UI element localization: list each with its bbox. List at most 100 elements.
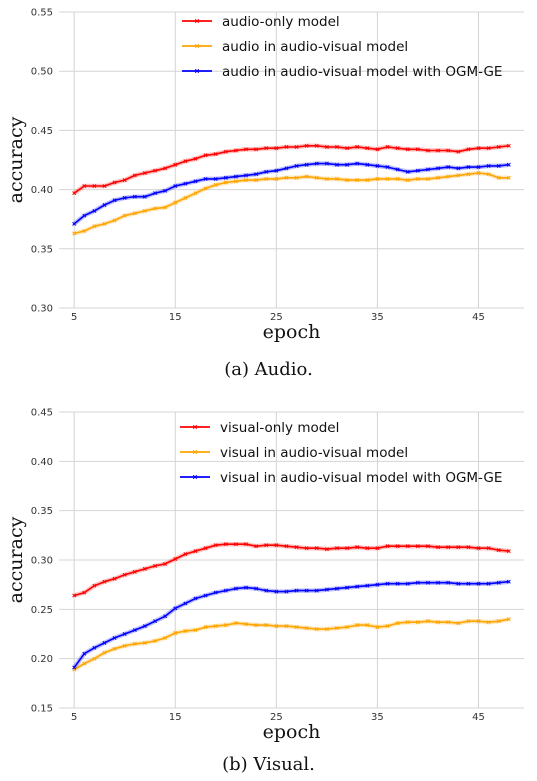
data-point [446, 148, 451, 153]
data-point [365, 623, 370, 628]
data-point [496, 548, 501, 553]
data-point [294, 145, 299, 149]
legend-marker [194, 43, 200, 49]
data-point [426, 544, 430, 549]
data-point [142, 640, 147, 645]
x-tick-label: 35 [371, 712, 384, 723]
data-point [355, 161, 360, 166]
data-point [163, 188, 168, 193]
data-point [92, 224, 97, 229]
legend-label: visual in audio-visual model with OGM-GE [220, 470, 502, 486]
data-point [466, 619, 471, 624]
data-point [92, 656, 97, 661]
data-point [153, 191, 157, 196]
data-point [92, 583, 97, 588]
data-point [102, 579, 107, 584]
data-point [193, 156, 198, 161]
data-point [466, 581, 471, 586]
y-tick-label: 0.15 [31, 704, 53, 715]
data-point [426, 580, 430, 585]
data-point [476, 165, 481, 170]
y-tick-label: 0.40 [31, 457, 53, 468]
data-point [254, 147, 259, 152]
data-point [233, 179, 238, 184]
series-3 [72, 579, 511, 670]
data-point [405, 178, 410, 183]
data-point [163, 166, 168, 171]
data-point [385, 544, 390, 549]
data-point [122, 213, 127, 218]
data-point [385, 624, 390, 629]
data-point [426, 176, 430, 181]
data-point [415, 168, 420, 173]
data-point [284, 175, 289, 180]
data-point [173, 606, 178, 611]
data-point [254, 178, 259, 183]
y-axis-label: accuracy [5, 116, 27, 203]
data-point [355, 178, 360, 183]
chart-audio: 0.30 0.35 0.40 0.45 0.50 0.55 5 15 25 35 45 audio-o… [5, 8, 524, 343]
data-point [375, 176, 380, 181]
data-point [132, 211, 137, 216]
data-point [112, 576, 117, 581]
data-point [405, 147, 410, 152]
data-point [304, 174, 309, 179]
data-point [132, 641, 137, 646]
data-point [142, 194, 147, 199]
data-point [395, 146, 400, 151]
data-point [284, 145, 289, 149]
data-point [112, 635, 117, 640]
data-point [335, 586, 339, 591]
data-point [405, 581, 410, 586]
data-point [244, 542, 248, 547]
data-point [153, 619, 157, 624]
series-1 [72, 541, 511, 598]
data-point [436, 545, 441, 550]
data-point [335, 145, 339, 149]
data-point [193, 191, 198, 196]
data-point [436, 148, 441, 153]
data-point [355, 545, 360, 550]
data-point [476, 171, 481, 175]
legend-label: audio in audio-visual model with OGM-GE [222, 64, 502, 80]
data-point [496, 619, 501, 624]
data-point [193, 628, 198, 633]
data-point [233, 174, 238, 179]
data-point [294, 625, 299, 630]
data-point [183, 629, 188, 633]
legend-label: audio in audio-visual model [222, 39, 408, 55]
data-point [304, 546, 309, 551]
data-point [163, 561, 168, 566]
data-point [213, 182, 218, 187]
data-point [506, 617, 511, 622]
data-point [426, 167, 430, 172]
data-point [395, 167, 400, 172]
data-point [486, 620, 491, 625]
data-point [183, 601, 188, 606]
data-point [294, 163, 299, 168]
data-point [415, 580, 420, 585]
legend-label: audio-only model [222, 14, 340, 30]
legend-marker [192, 424, 198, 430]
legend-marker [192, 449, 198, 455]
data-point [456, 149, 461, 154]
data-point [223, 588, 228, 593]
x-tick-label: 45 [472, 312, 485, 323]
data-point [244, 622, 248, 627]
data-point [304, 162, 309, 167]
data-point [254, 544, 259, 549]
data-point [142, 566, 147, 571]
legend-item: visual in audio-visual model with OGM-GE [180, 470, 502, 486]
data-point [112, 646, 117, 651]
data-point [335, 162, 339, 167]
y-tick-label: 0.25 [31, 605, 53, 616]
data-point [142, 208, 147, 213]
data-point [102, 650, 107, 655]
data-point [163, 635, 168, 640]
series-line [73, 580, 509, 668]
y-tick-label: 0.50 [31, 67, 53, 78]
legend-label: visual in audio-visual model [220, 445, 408, 461]
data-point [82, 213, 87, 218]
data-point [274, 543, 279, 548]
data-point [436, 620, 441, 625]
